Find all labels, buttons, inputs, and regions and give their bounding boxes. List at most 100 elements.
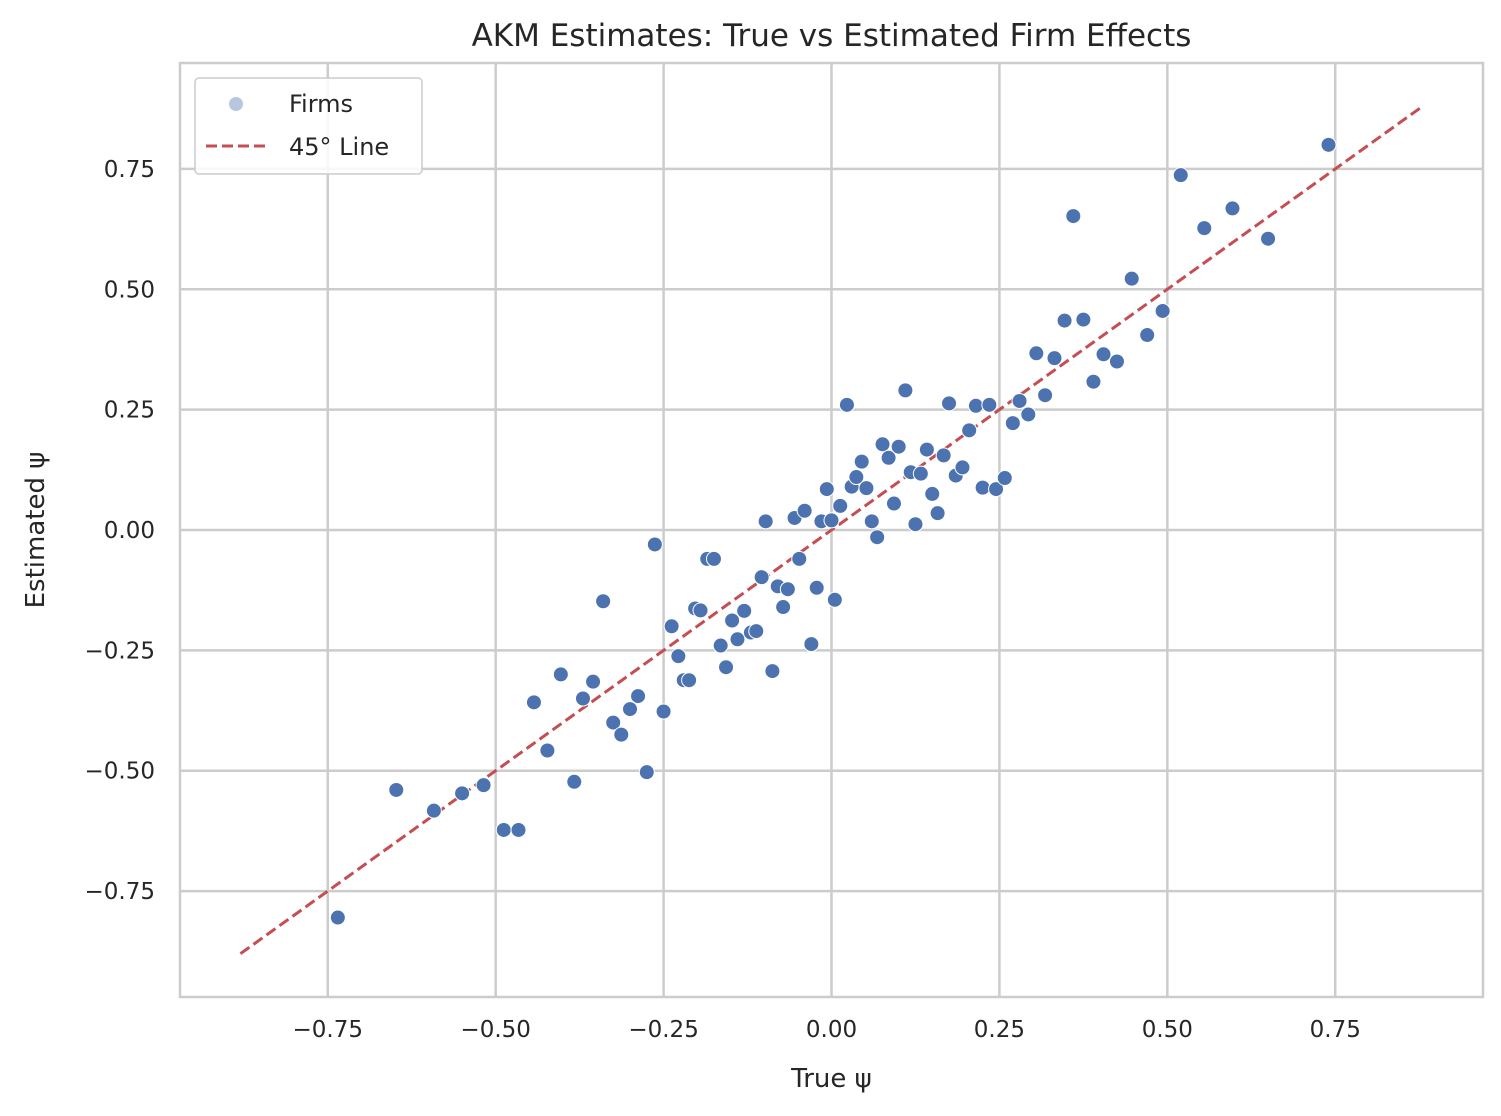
x-tick-label: 0.50 <box>1142 1017 1193 1043</box>
data-point <box>1095 346 1112 363</box>
data-point <box>388 781 405 798</box>
data-point <box>823 512 840 529</box>
data-point <box>510 821 527 838</box>
data-point <box>918 441 935 458</box>
data-point <box>712 637 729 654</box>
y-axis-label: Estimated ψ <box>21 452 51 609</box>
data-point <box>630 688 647 705</box>
y-tick-label: −0.50 <box>85 759 155 785</box>
data-point <box>988 481 1005 498</box>
legend-label-firms: Firms <box>289 90 353 118</box>
y-tick-label: −0.25 <box>85 638 155 664</box>
data-point <box>757 513 774 530</box>
data-point <box>1056 312 1073 329</box>
data-point <box>929 505 946 522</box>
legend-marker-firms <box>229 97 243 111</box>
data-point <box>1224 200 1241 217</box>
chart-title: AKM Estimates: True vs Estimated Firm Ef… <box>472 18 1192 54</box>
y-tick-label: 0.25 <box>104 398 155 424</box>
data-point <box>885 495 902 512</box>
plot-area-frame <box>178 61 1485 999</box>
x-tick-label: 0.25 <box>974 1017 1025 1043</box>
data-point <box>566 773 583 790</box>
data-point <box>974 479 991 496</box>
data-point <box>890 438 907 455</box>
x-tick-label: 0.00 <box>806 1017 857 1043</box>
data-point <box>954 459 971 476</box>
data-point <box>329 909 346 926</box>
data-point <box>1004 415 1021 432</box>
x-tick-label: 0.75 <box>1310 1017 1361 1043</box>
data-point <box>796 502 813 519</box>
data-point <box>736 602 753 619</box>
data-point <box>874 436 891 453</box>
data-point <box>724 612 741 629</box>
data-point <box>1260 230 1277 247</box>
data-point <box>595 593 612 610</box>
data-point <box>880 449 897 466</box>
legend-box <box>194 77 423 175</box>
data-point <box>1108 353 1125 370</box>
data-point <box>863 513 880 530</box>
data-point <box>670 648 687 665</box>
data-point <box>692 602 709 619</box>
x-axis-label: True ψ <box>790 1064 872 1094</box>
data-point <box>838 396 855 413</box>
data-point <box>655 703 672 720</box>
data-point <box>832 497 849 514</box>
data-point <box>853 453 870 470</box>
data-point <box>748 623 765 640</box>
data-point <box>638 764 655 781</box>
x-tick-label: −0.75 <box>293 1017 363 1043</box>
data-point <box>475 777 492 794</box>
data-point <box>663 618 680 635</box>
data-point <box>525 694 542 711</box>
y-axis-ticks: −0.75 −0.50 −0.25 0.00 0.25 0.50 0.75 <box>85 157 155 905</box>
y-tick-label: 0.00 <box>104 518 155 544</box>
data-point <box>1028 345 1045 362</box>
scatter-points <box>329 136 1337 926</box>
data-point <box>1046 350 1063 367</box>
data-point <box>552 666 569 683</box>
data-point <box>1139 327 1156 344</box>
data-point <box>826 591 843 608</box>
data-point <box>912 465 929 482</box>
y-tick-label: −0.75 <box>85 879 155 905</box>
data-point <box>1011 392 1028 409</box>
data-point <box>574 690 591 707</box>
data-point <box>454 785 471 802</box>
data-point <box>718 659 735 676</box>
data-point <box>1196 220 1213 237</box>
data-point <box>907 516 924 533</box>
y-tick-label: 0.50 <box>104 277 155 303</box>
data-point <box>1075 311 1092 328</box>
legend: Firms 45° Line <box>194 77 423 175</box>
data-point <box>848 469 865 486</box>
data-point <box>779 581 796 598</box>
data-point <box>791 550 808 567</box>
data-point <box>1154 302 1171 319</box>
data-point <box>818 481 835 498</box>
data-point <box>1123 270 1140 287</box>
data-point <box>605 714 622 731</box>
x-axis-ticks: −0.75 −0.50 −0.25 0.00 0.25 0.50 0.75 <box>293 1017 1361 1043</box>
data-point <box>941 395 958 412</box>
data-point <box>897 382 914 399</box>
data-point <box>585 673 602 690</box>
data-point <box>729 631 746 648</box>
data-point <box>996 470 1013 487</box>
data-point <box>808 579 825 596</box>
x-tick-label: −0.50 <box>460 1017 530 1043</box>
data-point <box>1037 387 1054 404</box>
data-point <box>646 536 663 553</box>
data-point <box>753 569 770 586</box>
data-point <box>967 397 984 414</box>
data-point <box>1065 208 1082 225</box>
data-point <box>981 396 998 413</box>
data-point <box>1020 406 1037 423</box>
data-point <box>961 422 978 439</box>
data-point <box>539 742 556 759</box>
legend-label-45-line: 45° Line <box>289 133 389 161</box>
